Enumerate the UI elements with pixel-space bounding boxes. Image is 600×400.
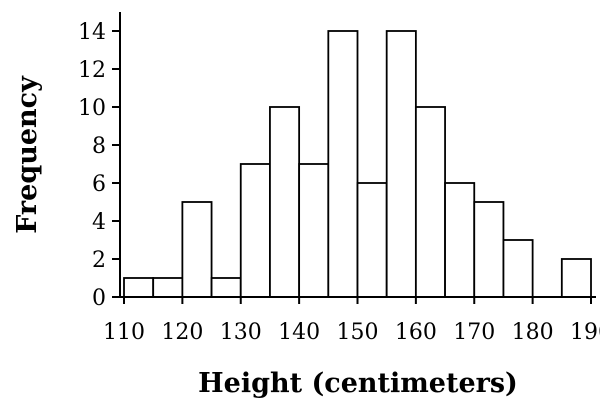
histogram-bar-135-140 bbox=[269, 106, 301, 298]
histogram-bar-155-160 bbox=[385, 30, 417, 298]
x-tick-label-110: 110 bbox=[103, 320, 145, 345]
histogram-bar-170-175 bbox=[473, 201, 505, 298]
x-axis-ticks: 110 120 130 140 150 160 170 180 190 bbox=[103, 297, 600, 345]
histogram-bar-120-125 bbox=[181, 201, 213, 298]
y-tick-label-2: 2 bbox=[92, 248, 106, 273]
histogram-bar-150-155 bbox=[356, 182, 388, 298]
histogram-bar-130-135 bbox=[239, 163, 271, 298]
x-tick-label-130: 130 bbox=[220, 320, 262, 345]
x-tick-label-170: 170 bbox=[453, 320, 495, 345]
histogram-bar-175-180 bbox=[502, 239, 534, 298]
histogram-bar-115-120 bbox=[152, 277, 184, 298]
histogram-bar-125-130 bbox=[210, 277, 242, 298]
y-tick-label-6: 6 bbox=[92, 172, 106, 197]
x-tick-label-180: 180 bbox=[512, 320, 554, 345]
x-tick-label-160: 160 bbox=[395, 320, 437, 345]
x-axis-title: Height (centimeters) bbox=[198, 368, 518, 399]
histogram-bar-185-190 bbox=[560, 258, 592, 298]
histogram-bar-160-165 bbox=[414, 106, 446, 298]
x-tick-label-150: 150 bbox=[337, 320, 379, 345]
histogram-bar-110-115 bbox=[123, 277, 155, 298]
histogram-bars bbox=[123, 30, 592, 298]
y-tick-label-14: 14 bbox=[78, 20, 106, 45]
y-tick-label-4: 4 bbox=[92, 210, 106, 235]
y-tick-label-0: 0 bbox=[92, 286, 106, 311]
y-tick-label-8: 8 bbox=[92, 134, 106, 159]
y-tick-label-10: 10 bbox=[78, 96, 106, 121]
y-axis-ticks: 0 2 4 6 8 10 12 14 bbox=[78, 20, 120, 311]
y-axis-title: Frequency bbox=[12, 75, 43, 234]
x-tick-label-190: 190 bbox=[570, 320, 600, 345]
y-tick-label-12: 12 bbox=[78, 58, 106, 83]
histogram-bar-145-150 bbox=[327, 30, 359, 298]
x-tick-label-140: 140 bbox=[278, 320, 320, 345]
histogram-bar-165-170 bbox=[444, 182, 476, 298]
histogram-bar-140-145 bbox=[298, 163, 330, 298]
x-tick-label-120: 120 bbox=[161, 320, 203, 345]
